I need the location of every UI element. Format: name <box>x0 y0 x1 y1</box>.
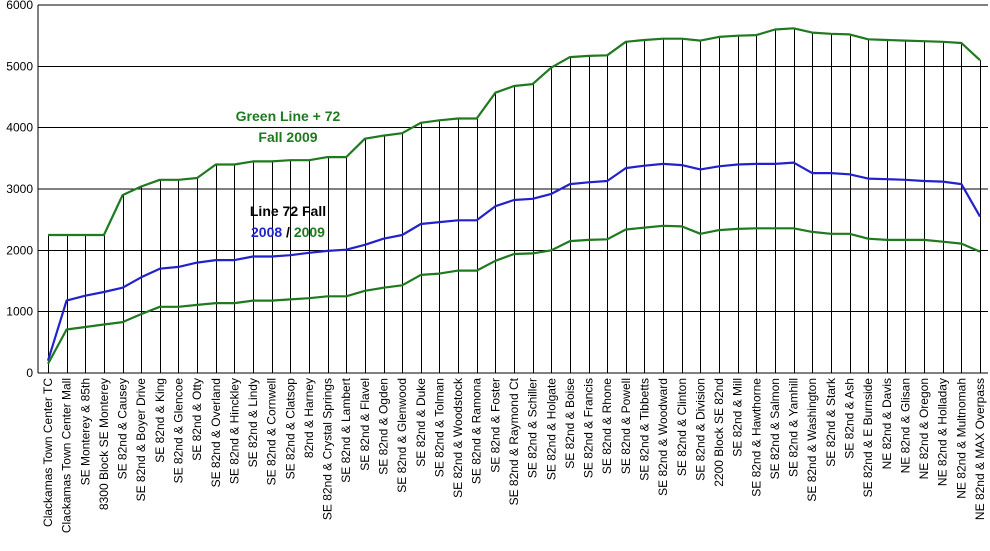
x-tick-label: SE 82nd & Woodstock <box>451 377 465 498</box>
x-axis-category-labels: Clackamas Town Center TC Clackamas Town C… <box>41 377 987 533</box>
annotation-part: 2009 <box>294 224 325 240</box>
y-tick-label: 4000 <box>6 121 33 135</box>
x-tick-label: SE 82nd & Division <box>693 378 707 481</box>
x-tick-label: SE 82nd & Ramona <box>470 378 484 484</box>
x-tick-label: SE 82nd & Ash <box>843 378 857 459</box>
x-tick-label: NE 82nd & Davis <box>880 378 894 469</box>
x-tick-label: SE 82nd & Rhone <box>600 378 614 474</box>
x-tick-label: Clackamas Town Center TC <box>41 378 55 527</box>
x-tick-label: SE 82nd & Foster <box>488 378 502 473</box>
series-lines <box>46 27 981 365</box>
x-tick-label: SE 82nd & Clinton <box>675 378 689 476</box>
annotations: Green Line + 72 Fall 2009 Line 72 Fall 2008… <box>236 108 341 240</box>
x-tick-label: SE 82nd & Ogden <box>377 378 391 475</box>
y-tick-label: 0 <box>26 366 33 380</box>
annotation-part: / <box>282 224 294 240</box>
y-axis-ticks: 0 1000 2000 3000 4000 5000 6000 <box>6 0 33 380</box>
y-tick-label: 2000 <box>6 243 33 257</box>
y-tick-label: 5000 <box>6 59 33 73</box>
x-tick-label: SE 82nd & King <box>153 378 167 463</box>
x-tick-label: 82nd & Harney <box>302 378 316 458</box>
x-tick-label: SE 82nd & Overland <box>209 378 223 487</box>
x-tick-label: SE 82nd & Washington <box>805 378 819 502</box>
x-tick-label: SE 82nd & Causey <box>116 378 130 479</box>
grid <box>38 4 988 313</box>
annotation-line: Line 72 Fall <box>250 203 326 219</box>
x-tick-label: NE 82nd & MAX Overpass <box>973 378 987 520</box>
x-tick-label: SE 82nd & Tibbetts <box>637 378 651 481</box>
x-tick-label: NE 82nd & Oregon <box>917 378 931 479</box>
x-tick-label: SE 82nd & Mill <box>731 378 745 457</box>
x-tick-label: SE 82nd & Lambert <box>339 377 353 482</box>
series-line-1 <box>48 27 981 237</box>
y-tick-label: 3000 <box>6 182 33 196</box>
x-tick-label: SE 82nd & Yamhill <box>787 378 801 477</box>
annotation-line: Fall 2009 <box>258 129 317 145</box>
x-tick-label: SE 82nd & Otty <box>190 378 204 461</box>
x-tick-label: SE 82nd & Raymond Ct <box>507 377 521 505</box>
x-tick-label: SE 82nd & Clatsop <box>283 378 297 480</box>
x-tick-label: SE 82nd & Salmon <box>768 378 782 479</box>
x-tick-label: 8300 Block SE Monterey <box>97 378 111 510</box>
x-tick-label: SE 82nd & E Burnside <box>861 378 875 498</box>
drop-lines <box>48 28 981 373</box>
series-line-2 <box>46 161 981 362</box>
axes <box>37 5 988 374</box>
x-tick-label: Clackamas Town Center Mall <box>60 378 74 533</box>
x-tick-label: SE 82nd & Lindy <box>246 378 260 467</box>
x-tick-label: SE 82nd & Tolman <box>432 378 446 477</box>
x-tick-label: SE 82nd & Boise <box>563 378 577 469</box>
annotation-line: Green Line + 72 <box>236 108 341 124</box>
x-tick-label: SE 82nd & Francis <box>582 378 596 478</box>
x-tick-label: SE 82nd & Hawthorne <box>749 378 763 497</box>
x-tick-label: SE 82nd & Stark <box>824 377 838 467</box>
x-tick-label: SE 82nd & Cornwell <box>265 378 279 485</box>
x-tick-label: NE 82nd & Glisan <box>898 378 912 473</box>
y-tick-label: 1000 <box>6 305 33 319</box>
x-tick-label: SE 82nd & Hinckley <box>227 378 241 484</box>
x-tick-label: NE 82nd & Holladay <box>936 378 950 486</box>
x-tick-label: SE 82nd & Crystal Springs <box>321 378 335 520</box>
x-tick-label: SE 82nd & Powell <box>619 378 633 474</box>
x-tick-label: SE Monterey & 85th <box>78 378 92 485</box>
x-tick-label: SE 82nd & Glenwood <box>395 378 409 493</box>
annotation-line: 2008 / 2009 <box>251 224 325 240</box>
annotation-part: 2008 <box>251 224 282 240</box>
x-tick-label: SE 82nd & Boyer Drive <box>134 378 148 502</box>
x-tick-label: SE 82nd & Schiller <box>526 378 540 478</box>
x-tick-label: 2200 Block SE 82nd <box>712 378 726 487</box>
x-tick-label: SE 82nd & Duke <box>414 378 428 467</box>
x-tick-label: SE 82nd & Woodward <box>656 378 670 496</box>
series-line-3 <box>47 224 981 365</box>
x-tick-label: SE 82nd & Holgate <box>544 378 558 480</box>
y-tick-label: 6000 <box>6 0 33 12</box>
x-tick-label: SE 82nd & Flavel <box>358 378 372 471</box>
x-tick-label: NE 82nd & Multnomah <box>954 378 968 499</box>
x-tick-label: SE 82nd & Glencoe <box>171 378 185 484</box>
